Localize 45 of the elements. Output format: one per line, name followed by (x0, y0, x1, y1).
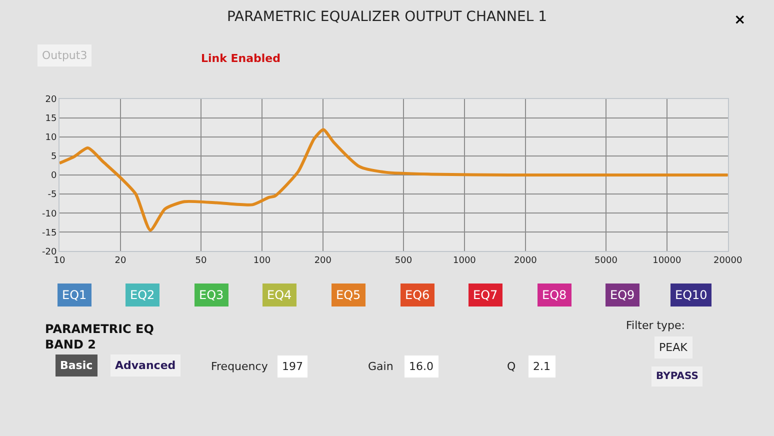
text: Advanced (115, 359, 176, 372)
text: Frequency (211, 360, 268, 373)
text: 2.1 (533, 360, 550, 373)
text: PARAMETRIC EQ BAND 2 (45, 322, 154, 352)
text: Filter type: (626, 319, 686, 332)
text: 197 (282, 360, 303, 373)
text: Basic (60, 359, 93, 372)
text: Q (507, 360, 516, 373)
chart-title: PARAMETRIC EQUALIZER OUTPUT CHANNEL 1 (227, 8, 547, 25)
text: EQ7 (473, 288, 498, 302)
text: BYPASS (656, 371, 698, 382)
y-tick-label: 10 (45, 133, 57, 144)
x-tick-label: 2000 (514, 256, 538, 266)
x-tick-label: 1000 (452, 256, 476, 266)
x-tick-label: 200 (314, 256, 332, 266)
y-tick-label: -5 (48, 190, 57, 200)
text: EQ5 (336, 288, 361, 302)
y-tick-label: 5 (50, 152, 57, 162)
x-tick-label: 10000 (652, 256, 682, 266)
y-tick-label: 0 (50, 171, 57, 182)
y-tick-label: -15 (42, 228, 57, 238)
text: EQ8 (542, 288, 567, 302)
text: EQ10 (675, 288, 708, 302)
text: PEAK (659, 341, 688, 354)
text: EQ9 (610, 288, 635, 302)
y-tick-label: -10 (42, 209, 57, 220)
x-tick-label: 20000 (714, 256, 742, 266)
text: EQ3 (199, 288, 224, 302)
text: EQ4 (267, 288, 292, 302)
text: EQ1 (62, 288, 87, 302)
text: EQ6 (405, 288, 430, 302)
text: Link Enabled (201, 52, 281, 65)
x-tick-label: 50 (195, 256, 208, 266)
text: 16.0 (409, 360, 434, 373)
text: Gain (368, 360, 394, 373)
text: Output3 (42, 49, 88, 62)
x-tick-label: 500 (394, 256, 412, 266)
y-tick-label: 20 (45, 94, 57, 105)
text: EQ2 (130, 288, 155, 302)
y-tick-label: 15 (45, 114, 57, 124)
y-tick-label: -20 (42, 247, 57, 258)
text: × (734, 12, 746, 28)
x-tick-label: 5000 (594, 256, 618, 266)
x-tick-label: 100 (253, 256, 271, 266)
x-tick-label: 20 (114, 256, 126, 266)
